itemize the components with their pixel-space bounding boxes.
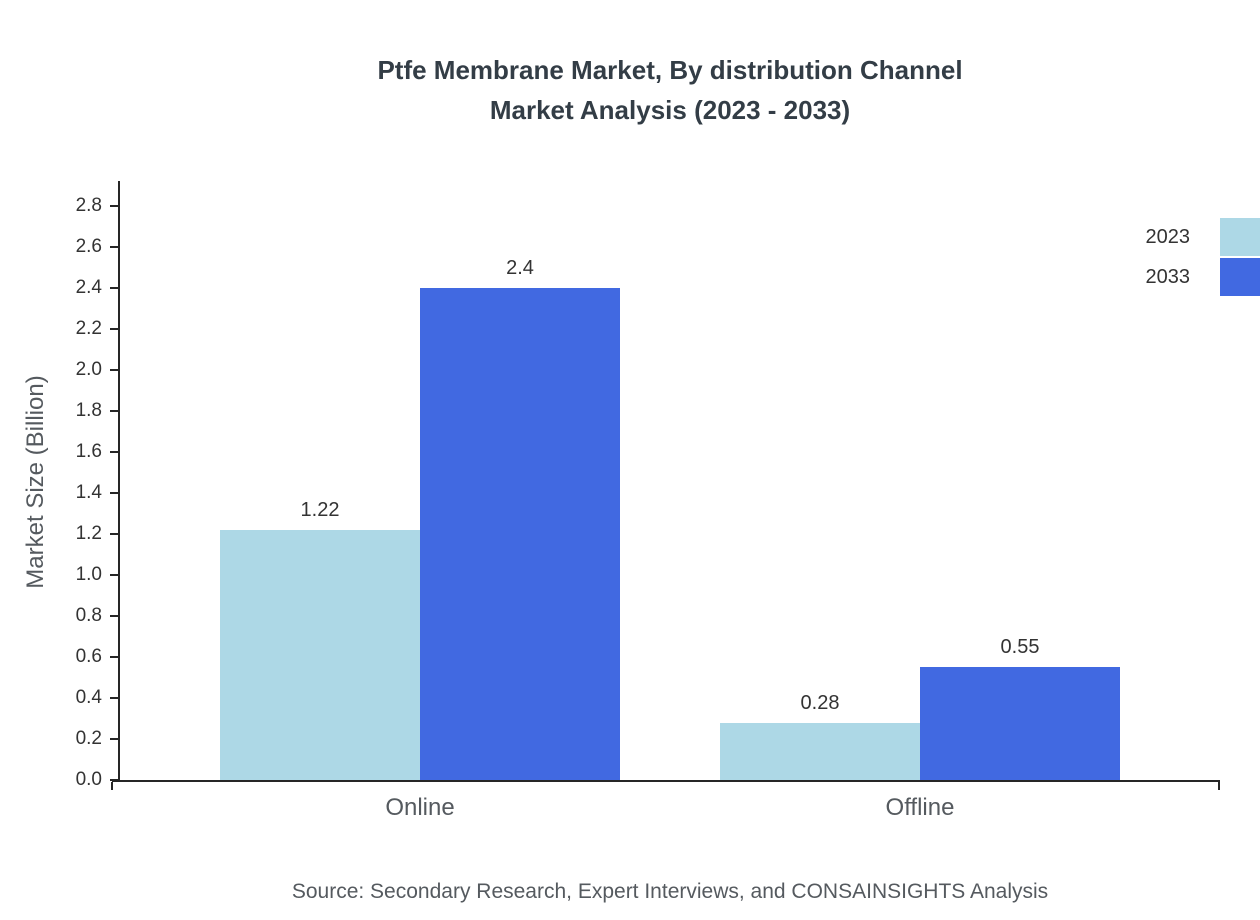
chart-title-line2: Market Analysis (2023 - 2033) xyxy=(489,95,851,125)
y-tick-mark xyxy=(110,696,118,699)
x-axis-right-end-tick xyxy=(1218,782,1220,790)
y-tick-label: 0.6 xyxy=(75,645,102,667)
plot-area: 0.0 0.2 0.4 0.6 0.8 1.0 1.2 1.4 1.6 1.8 2.0 2.2 2.4 2… xyxy=(76,181,1220,821)
y-tick-mark xyxy=(110,779,118,781)
y-tick-label: 1.0 xyxy=(75,563,102,585)
x-axis-left-end-tick xyxy=(111,782,113,790)
bar-value-label-2033-online: 2.4 xyxy=(506,256,534,279)
legend-item-2033: 2033 xyxy=(1146,258,1260,296)
y-tick-mark xyxy=(110,409,118,412)
y-axis-line xyxy=(118,181,120,780)
legend-item-2023: 2023 xyxy=(1146,218,1260,256)
y-tick-mark xyxy=(110,327,118,330)
bar-value-label-2023-offline: 0.28 xyxy=(800,691,840,714)
y-tick-mark xyxy=(110,286,118,289)
y-tick-label: 2.2 xyxy=(75,317,102,339)
y-tick-mark xyxy=(110,737,118,740)
y-tick-label: 1.6 xyxy=(75,440,102,462)
y-tick-mark xyxy=(110,614,118,617)
y-tick-mark xyxy=(110,532,118,535)
y-tick-label: 2.0 xyxy=(75,358,102,380)
y-tick-label: 2.4 xyxy=(75,276,102,298)
y-tick-mark xyxy=(110,245,118,248)
source-note: Source: Secondary Research, Expert Inter… xyxy=(291,880,1049,903)
legend: 2023 2033 xyxy=(1146,218,1260,296)
bar-value-label-2023-online: 1.22 xyxy=(300,498,340,521)
y-tick-label: 0.4 xyxy=(75,686,102,708)
y-tick-label: 1.2 xyxy=(75,522,102,544)
bar-value-label-2033-offline: 0.55 xyxy=(1000,636,1040,659)
y-tick-mark xyxy=(110,573,118,576)
y-tick-label: 1.4 xyxy=(75,481,102,503)
y-tick-label: 2.8 xyxy=(75,194,102,216)
y-tick-label: 2.6 xyxy=(75,235,102,257)
y-tick-label: 0.8 xyxy=(75,604,102,626)
legend-label-2033: 2033 xyxy=(1145,265,1191,288)
x-axis-line xyxy=(112,780,1220,782)
bar-2033-online xyxy=(420,287,620,780)
y-tick-mark xyxy=(110,655,118,658)
bar-2023-online xyxy=(220,529,420,780)
legend-swatch-2023 xyxy=(1220,218,1260,256)
y-tick-mark xyxy=(110,450,118,453)
bar-2023-offline xyxy=(720,722,920,780)
y-tick-mark xyxy=(110,491,118,494)
y-tick-label: 0.0 xyxy=(75,769,102,790)
chart-title-line1: Ptfe Membrane Market, By distribution Ch… xyxy=(377,55,963,85)
y-tick-label: 0.2 xyxy=(75,727,102,749)
y-tick-label: 1.8 xyxy=(75,399,102,421)
legend-swatch-2033 xyxy=(1220,258,1260,296)
chart-title: Ptfe Membrane Market, By distribution Ch… xyxy=(120,50,1220,130)
y-tick-mark xyxy=(110,204,118,207)
x-category-label-offline: Offline xyxy=(885,794,955,821)
bar-2033-offline xyxy=(920,667,1120,780)
y-tick-mark xyxy=(110,368,118,371)
x-category-label-online: Online xyxy=(385,794,455,821)
legend-label-2023: 2023 xyxy=(1145,225,1191,248)
